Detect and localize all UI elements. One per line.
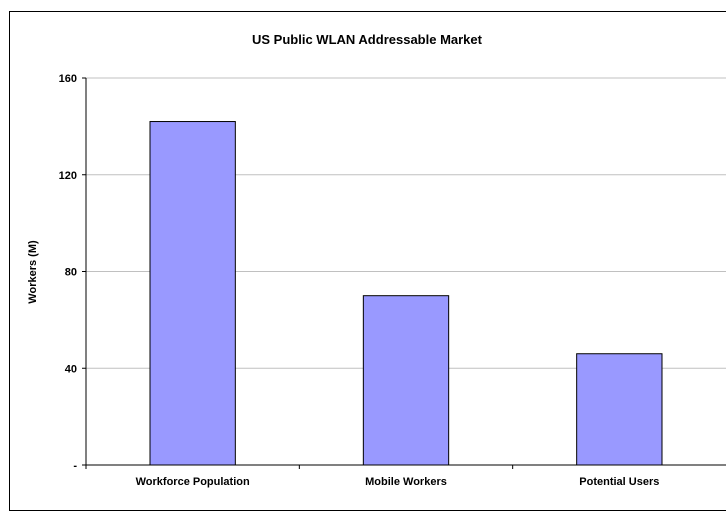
y-tick-label: 80 xyxy=(65,267,77,279)
bar-mobile-workers xyxy=(362,295,450,466)
bars xyxy=(149,121,663,466)
axes xyxy=(82,77,726,469)
chart-title: US Public WLAN Addressable Market xyxy=(252,32,483,47)
y-tick-label: 160 xyxy=(59,73,77,85)
bar-workforce-population xyxy=(149,121,236,466)
y-tick-label: - xyxy=(73,460,77,472)
x-tick-label: Potential Users xyxy=(579,476,659,488)
x-tick-label: Mobile Workers xyxy=(365,476,447,488)
bar-potential-users xyxy=(576,353,663,466)
y-tick-label: 40 xyxy=(65,363,77,375)
y-tick-labels: - 40 80 120 160 xyxy=(59,73,78,472)
y-axis-title: Workers (M) xyxy=(27,240,39,304)
y-tick-label: 120 xyxy=(59,170,77,182)
x-tick-label: Workforce Population xyxy=(136,476,250,488)
x-category-labels: Workforce Population Mobile Workers Potent… xyxy=(136,476,660,488)
